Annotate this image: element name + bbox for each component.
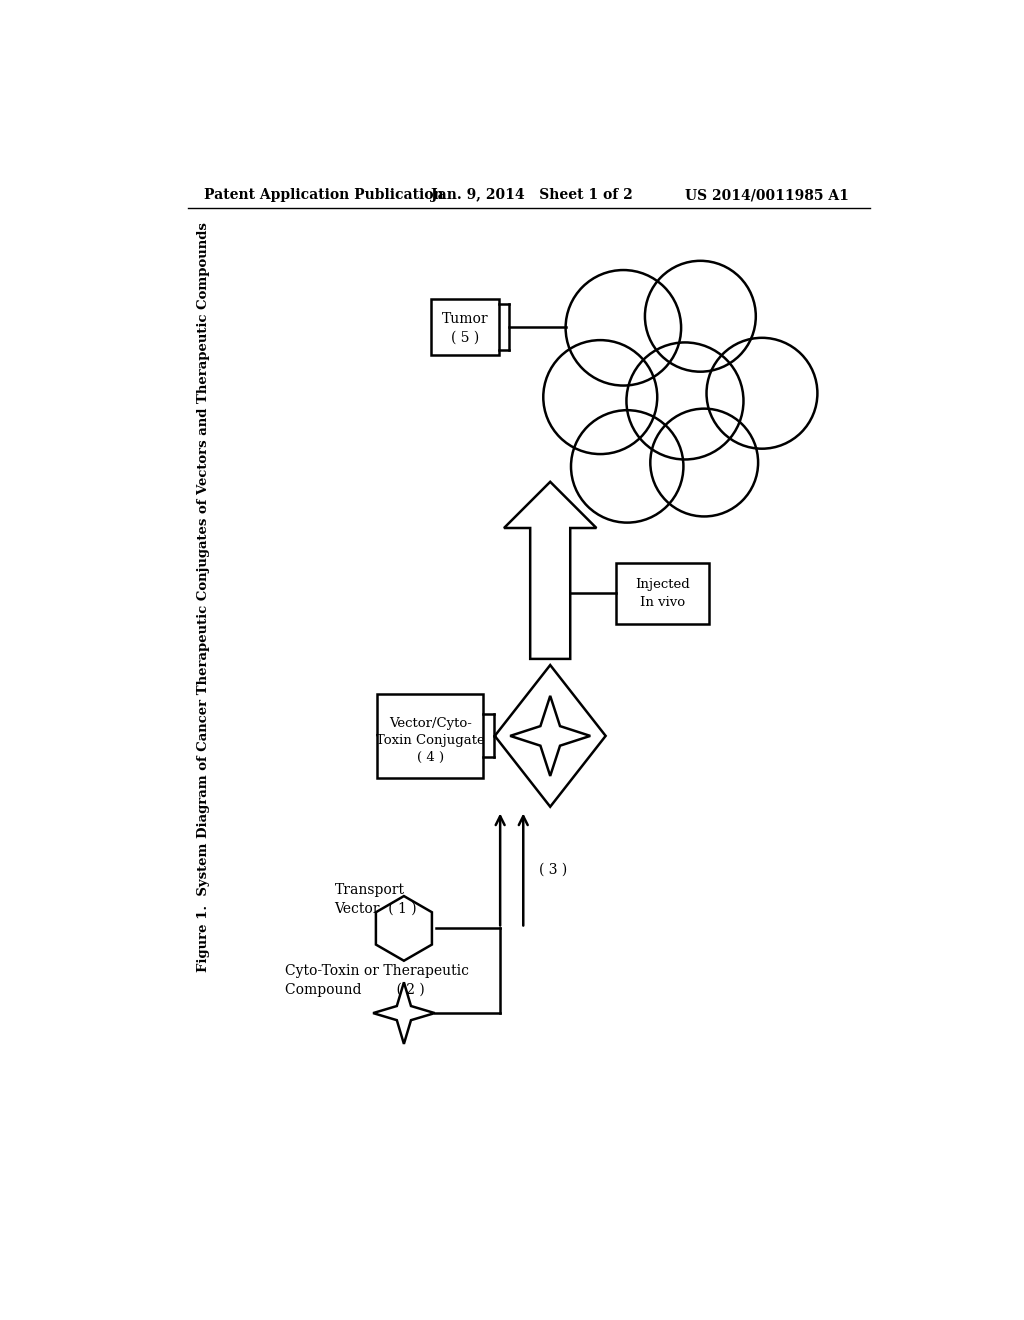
Text: Vector/Cyto-: Vector/Cyto- [389, 717, 471, 730]
Bar [431, 300, 499, 355]
Text: Toxin Conjugate: Toxin Conjugate [376, 734, 484, 747]
Text: ( 4 ): ( 4 ) [417, 751, 443, 763]
Text: Tumor: Tumor [441, 312, 488, 326]
Text: In vivo: In vivo [640, 597, 685, 610]
Bar [377, 693, 483, 779]
Text: Vector  ( 1 ): Vector ( 1 ) [335, 902, 417, 916]
Text: Injected: Injected [635, 578, 690, 591]
Text: Figure 1.  System Diagram of Cancer Therapeutic Conjugates of Vectors and Therap: Figure 1. System Diagram of Cancer Thera… [198, 222, 210, 973]
Text: ( 3 ): ( 3 ) [539, 862, 567, 876]
Text: Patent Application Publication: Patent Application Publication [204, 189, 443, 202]
Text: ( 5 ): ( 5 ) [451, 331, 479, 345]
Text: US 2014/0011985 A1: US 2014/0011985 A1 [685, 189, 849, 202]
Text: Compound        ( 2 ): Compound ( 2 ) [285, 983, 424, 997]
Text: Cyto-Toxin or Therapeutic: Cyto-Toxin or Therapeutic [285, 964, 469, 978]
Polygon shape [504, 482, 596, 659]
Text: Transport: Transport [335, 883, 404, 896]
Bar [616, 562, 709, 624]
Text: Jan. 9, 2014   Sheet 1 of 2: Jan. 9, 2014 Sheet 1 of 2 [431, 189, 633, 202]
